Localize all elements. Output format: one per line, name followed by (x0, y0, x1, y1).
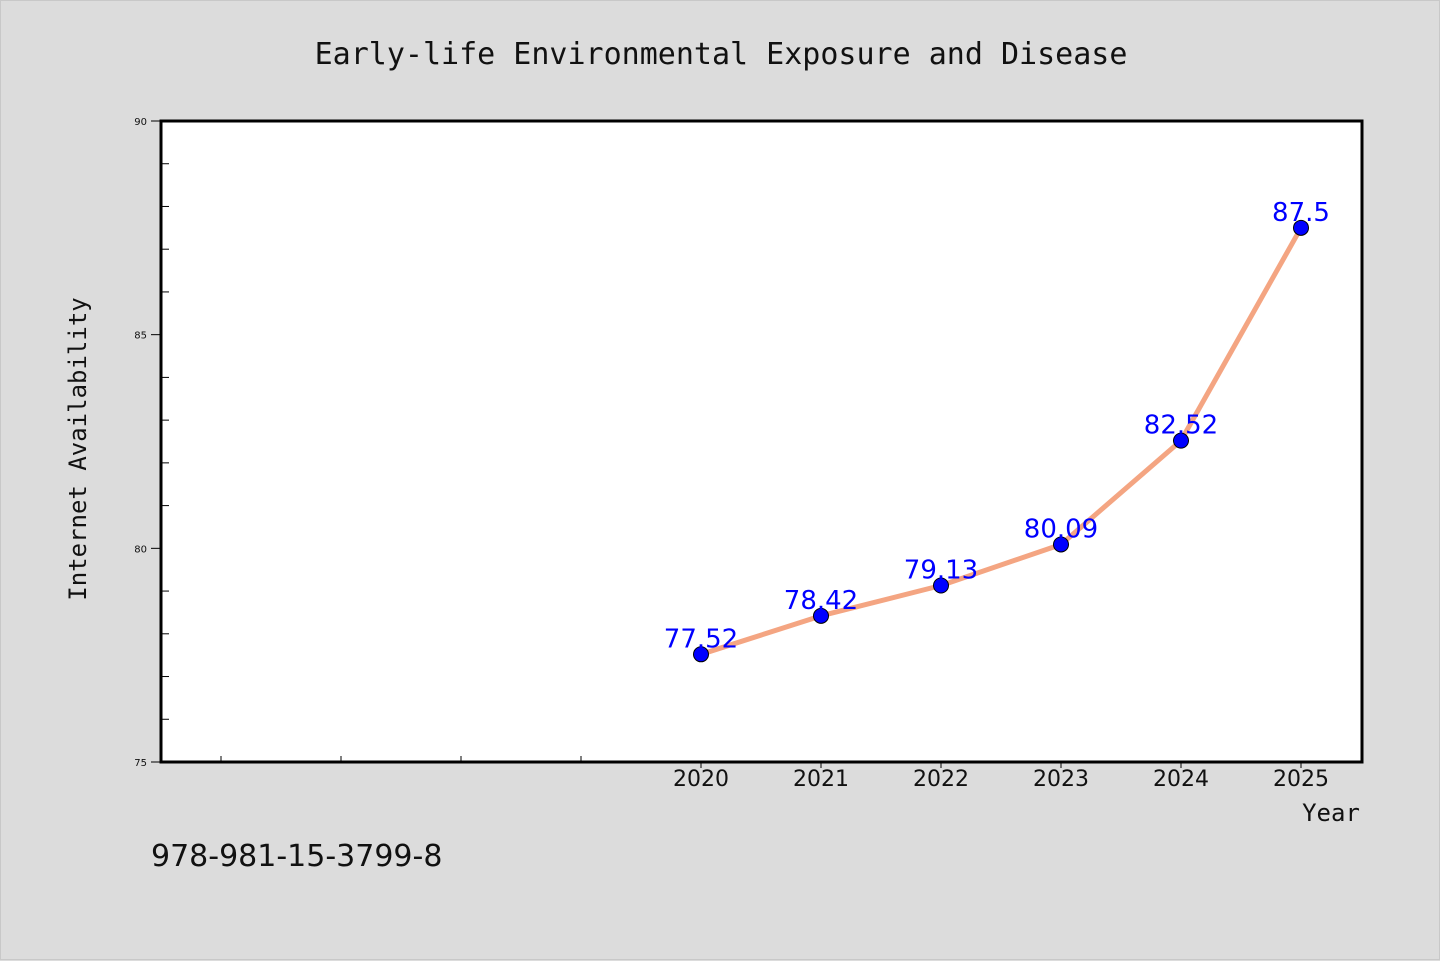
data-point (813, 607, 829, 624)
data-label: 87.5 (1272, 198, 1330, 228)
data-point (693, 646, 709, 663)
data-label: 78.42 (784, 586, 858, 616)
data-point (933, 577, 949, 594)
x-tick-label: 2025 (1273, 767, 1329, 792)
y-tick-label: 85 (134, 331, 147, 342)
chart-title: Early-life Environmental Exposure and Di… (315, 37, 1128, 72)
data-point (1293, 219, 1309, 236)
plot-area (159, 119, 1364, 764)
x-tick-label: 2021 (793, 767, 849, 792)
x-tick-label: 2022 (913, 767, 969, 792)
x-tick-label: 2023 (1033, 767, 1089, 792)
y-tick-label: 80 (134, 544, 147, 555)
x-axis: 2020 2021 2022 2023 2024 2025 (220, 756, 1329, 792)
data-point (1173, 432, 1189, 449)
x-tick-label: 2024 (1153, 767, 1209, 792)
data-labels: 77.52 78.42 79.13 80.09 82.52 87.5 (664, 198, 1330, 654)
data-label: 80.09 (1024, 514, 1098, 544)
data-label: 79.13 (904, 556, 978, 586)
isbn-caption: 978-981-15-3799-8 (151, 839, 442, 874)
series-line (698, 225, 1304, 657)
y-tick-label: 75 (134, 758, 147, 769)
data-point (1053, 536, 1069, 553)
y-axis-title: Internet Availability (64, 297, 92, 600)
series-line-group (698, 225, 1304, 657)
x-axis-title: Year (1302, 799, 1360, 827)
data-label: 82.52 (1144, 411, 1218, 441)
data-points (693, 219, 1309, 663)
y-axis: 75 80 85 90 (134, 117, 169, 769)
data-label: 77.52 (664, 624, 738, 654)
y-tick-label: 90 (134, 117, 147, 128)
x-tick-label: 2020 (673, 767, 729, 792)
